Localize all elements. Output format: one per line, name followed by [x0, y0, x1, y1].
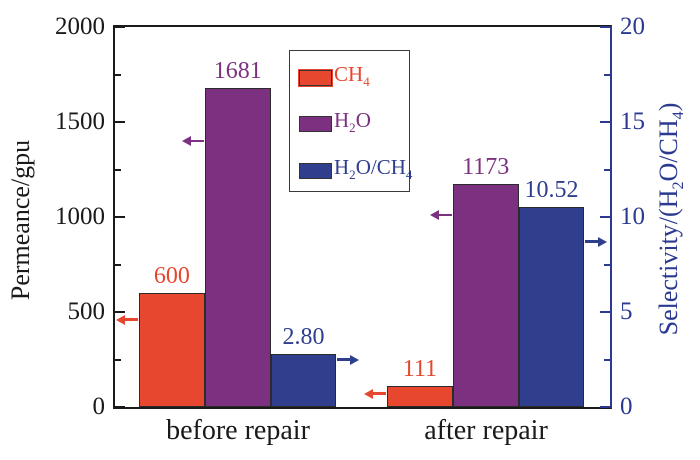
value-label-h2o-before: 1681 [213, 57, 262, 84]
right-axis-tick [604, 73, 610, 76]
right-axis-tick-label: 20 [620, 13, 645, 40]
left-axis-tick [115, 26, 125, 28]
right-axis-tick [600, 216, 610, 218]
left-axis-tick-label: 1000 [55, 203, 105, 230]
legend-swatch-h2o [299, 116, 332, 132]
axis-pointer-arrow-h2o-ch4-0 [350, 354, 360, 365]
right-axis-tick [600, 26, 610, 28]
category-label-before-repair: before repair [166, 415, 310, 446]
bar-ch4-after-repair [387, 385, 453, 407]
right-axis-tick-label: 5 [620, 298, 633, 325]
left-axis-tick [115, 73, 121, 76]
legend-label-h2o-ch4: H2O/CH4 [334, 154, 413, 183]
left-axis-tick [115, 121, 125, 123]
axis-pointer-arrow-shaft-h2o-1 [437, 213, 452, 217]
bar-ch4-before-repair [139, 293, 205, 407]
right-axis-tick [600, 311, 610, 313]
legend-swatch-ch4 [298, 69, 333, 87]
legend-entry-h2o: H2O [299, 107, 371, 138]
value-label-h2o-ch4-after: 10.52 [524, 177, 579, 204]
right-axis-tick [604, 263, 610, 266]
axis-pointer-arrow-shaft-h2o-ch4-0 [337, 358, 352, 361]
left-axis-tick [115, 311, 125, 313]
legend: CH4 H2O H2O/CH4 [289, 50, 413, 192]
plot-area: before repair after repair CH4 H2O H2O/CH4… [55, 13, 645, 446]
value-label-ch4-after: 111 [402, 355, 437, 382]
right-axis-tick-label: 15 [620, 108, 645, 135]
value-label-h2o-ch4-before: 2.80 [282, 323, 325, 350]
legend-entry-ch4: CH4 [298, 61, 370, 92]
axis-pointer-arrow-shaft-h2o-ch4-1 [585, 240, 600, 243]
axis-pointer-arrow-ch4-0 [116, 314, 125, 325]
legend-label-h2o: H2O [334, 107, 371, 136]
left-axis-tick-label: 2000 [55, 13, 105, 40]
axis-pointer-arrow-h2o-0 [181, 136, 191, 146]
axis-pointer-arrow-h2o-1 [429, 210, 439, 221]
left-axis-tick [115, 406, 125, 408]
right-axis-tick [604, 358, 610, 361]
left-axis-tick [115, 358, 121, 361]
axis-pointer-arrow-h2o-ch4-1 [598, 236, 608, 247]
right-axis-tick [600, 406, 610, 408]
axis-pointer-arrow-shaft-h2o-0 [189, 139, 204, 143]
left-axis-tick [115, 168, 121, 171]
right-axis-title: Selectivity/(H2O/CH4) [653, 102, 688, 336]
legend-entry-h2o-ch4: H2O/CH4 [299, 154, 413, 185]
legend-label-ch4: CH4 [334, 61, 370, 90]
left-axis-tick-label: 0 [92, 393, 106, 420]
right-axis-tick-label: 0 [620, 393, 633, 420]
left-axis-tick [115, 263, 121, 266]
left-axis-tick-label: 500 [67, 298, 106, 325]
bar-h2o-ch4-after-repair [518, 207, 585, 407]
left-axis-tick [115, 216, 125, 218]
bar-h2o-before-repair [204, 87, 271, 407]
axis-pointer-arrow-shaft-ch4-1 [372, 392, 386, 395]
left-axis-tick-label: 1500 [55, 108, 105, 135]
right-axis-tick-label: 10 [620, 203, 645, 230]
right-axis-tick [604, 168, 610, 171]
right-axis-tick [600, 121, 610, 123]
category-label-after-repair: after repair [424, 415, 548, 446]
axis-pointer-arrow-shaft-ch4-0 [124, 318, 138, 321]
bar-h2o-ch4-before-repair [270, 353, 337, 407]
legend-swatch-h2o-ch4 [299, 163, 332, 179]
bar-h2o-after-repair [452, 184, 519, 407]
axis-pointer-arrow-ch4-1 [364, 388, 373, 399]
value-label-h2o-after: 1173 [462, 154, 510, 181]
value-label-ch4-before: 600 [153, 263, 190, 289]
